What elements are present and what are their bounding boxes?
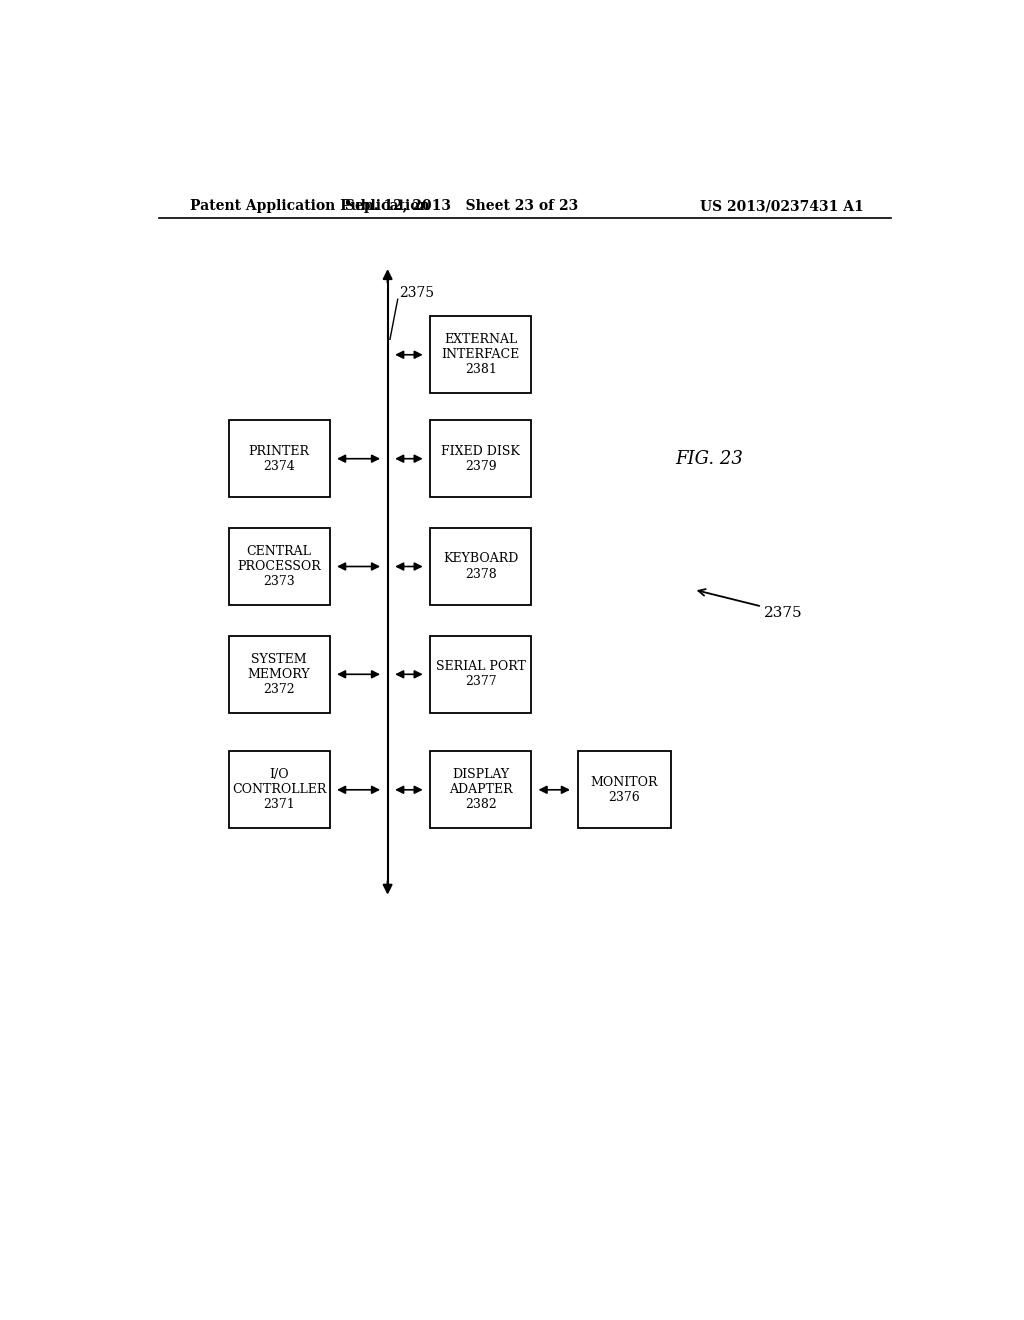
Text: EXTERNAL
INTERFACE
2381: EXTERNAL INTERFACE 2381 <box>441 333 520 376</box>
Text: DISPLAY
ADAPTER
2382: DISPLAY ADAPTER 2382 <box>449 768 512 812</box>
Text: SYSTEM
MEMORY
2372: SYSTEM MEMORY 2372 <box>248 653 310 696</box>
Text: Patent Application Publication: Patent Application Publication <box>190 199 430 213</box>
Text: US 2013/0237431 A1: US 2013/0237431 A1 <box>700 199 864 213</box>
Bar <box>228 751 330 829</box>
Bar <box>228 420 330 498</box>
Text: FIG. 23: FIG. 23 <box>675 450 743 467</box>
Bar <box>430 751 531 829</box>
Text: Sep. 12, 2013   Sheet 23 of 23: Sep. 12, 2013 Sheet 23 of 23 <box>345 199 578 213</box>
Text: SERIAL PORT
2377: SERIAL PORT 2377 <box>435 660 525 688</box>
Text: KEYBOARD
2378: KEYBOARD 2378 <box>443 553 518 581</box>
Text: 2375: 2375 <box>399 286 434 300</box>
Text: 2375: 2375 <box>764 606 802 619</box>
Bar <box>430 528 531 605</box>
Text: MONITOR
2376: MONITOR 2376 <box>590 776 657 804</box>
Text: CENTRAL
PROCESSOR
2373: CENTRAL PROCESSOR 2373 <box>238 545 321 587</box>
Bar <box>430 420 531 498</box>
Bar <box>228 636 330 713</box>
Bar <box>430 636 531 713</box>
Bar <box>430 317 531 393</box>
Text: FIXED DISK
2379: FIXED DISK 2379 <box>441 445 520 473</box>
Bar <box>578 751 671 829</box>
Text: PRINTER
2374: PRINTER 2374 <box>249 445 309 473</box>
Bar <box>228 528 330 605</box>
Text: I/O
CONTROLLER
2371: I/O CONTROLLER 2371 <box>232 768 327 812</box>
